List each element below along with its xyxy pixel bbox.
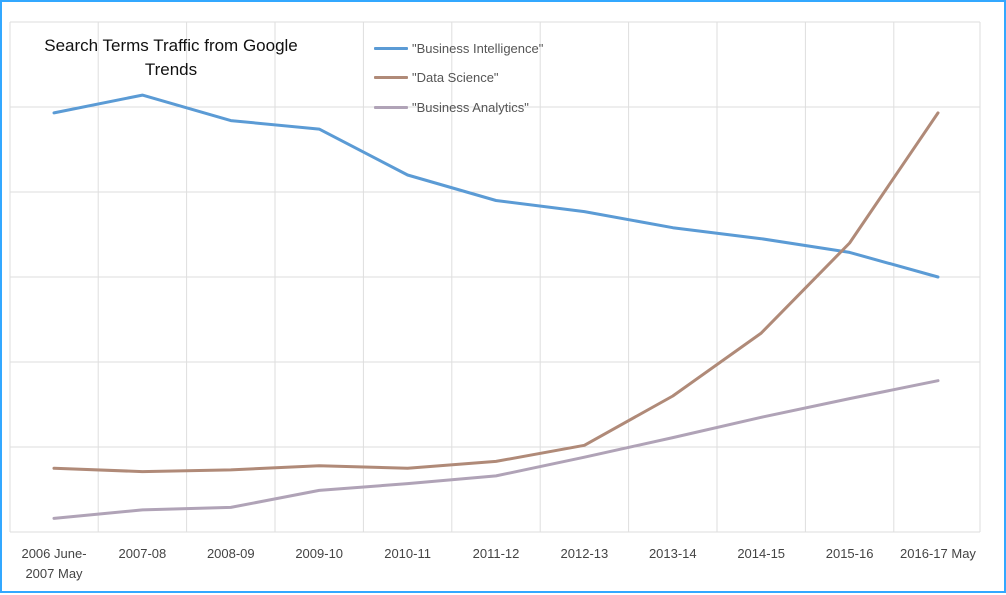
series-line-business-analytics bbox=[52, 379, 940, 520]
legend-item-business-intelligence: "Business Intelligence" bbox=[374, 38, 543, 58]
x-tick-label-0: 2006 June- 2007 May bbox=[21, 546, 86, 581]
x-tick-label-line: 2015-16 bbox=[826, 546, 874, 561]
x-tick-label-line: 2007 May bbox=[25, 566, 83, 581]
x-tick-label-1: 2007-08 bbox=[119, 546, 167, 561]
x-tick-label-line: 2007-08 bbox=[119, 546, 167, 561]
x-tick-label-2: 2008-09 bbox=[207, 546, 255, 561]
x-tick-label-line: 2008-09 bbox=[207, 546, 255, 561]
legend-item-data-science: "Data Science" bbox=[374, 68, 543, 88]
x-tick-label-4: 2010-11 bbox=[384, 546, 431, 561]
legend-swatch-business-intelligence bbox=[374, 46, 408, 50]
x-tick-label-9: 2015-16 bbox=[826, 546, 874, 561]
x-tick-label-line: 2006 June- bbox=[21, 546, 86, 561]
x-tick-label-10: 2016-17 May bbox=[900, 546, 976, 561]
x-tick-label-6: 2012-13 bbox=[561, 546, 609, 561]
legend-swatch-data-science bbox=[374, 76, 408, 79]
legend-label-business-analytics: "Business Analytics" bbox=[412, 99, 529, 115]
x-tick-label-3: 2009-10 bbox=[295, 546, 343, 561]
x-tick-label-5: 2011-12 bbox=[473, 546, 520, 561]
x-tick-label-line: 2016-17 May bbox=[900, 546, 976, 561]
legend-swatch-business-analytics bbox=[374, 105, 408, 109]
legend-label-data-science: "Data Science" bbox=[412, 70, 499, 85]
legend-item-business-analytics: "Business Analytics" bbox=[374, 97, 543, 117]
x-tick-label-line: 2011-12 bbox=[473, 546, 520, 561]
x-tick-label-line: 2012-13 bbox=[561, 546, 609, 561]
chart-title: Search Terms Traffic from Google Trends bbox=[44, 36, 298, 79]
x-tick-label-8: 2014-15 bbox=[737, 546, 785, 561]
series-line-data-science bbox=[52, 111, 940, 474]
legend: "Business Intelligence" "Data Science" "… bbox=[374, 38, 543, 127]
x-tick-label-line: 2013-14 bbox=[649, 546, 697, 561]
x-tick-label-7: 2013-14 bbox=[649, 546, 697, 561]
legend-label-business-intelligence: "Business Intelligence" bbox=[412, 40, 544, 56]
x-tick-label-line: 2010-11 bbox=[384, 546, 431, 561]
x-tick-label-line: 2014-15 bbox=[737, 546, 785, 561]
x-tick-label-line: 2009-10 bbox=[295, 546, 343, 561]
series-line-business-intelligence bbox=[52, 93, 940, 279]
